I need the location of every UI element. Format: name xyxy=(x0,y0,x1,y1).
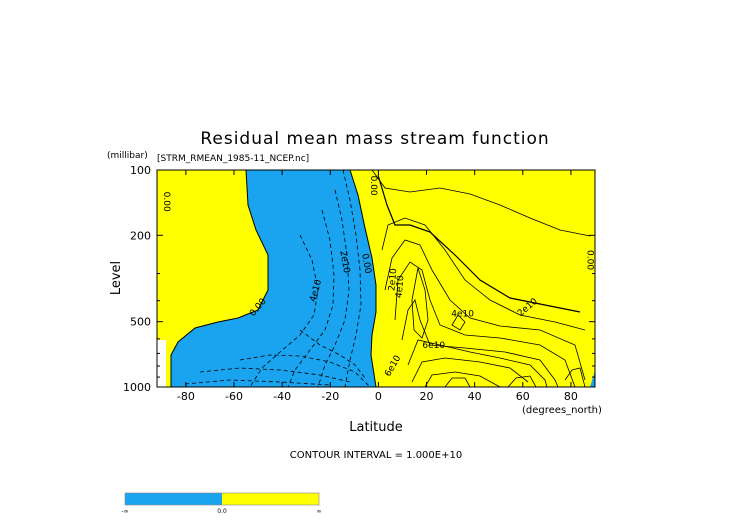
contour-line xyxy=(239,354,371,387)
y-tick-label: 200 xyxy=(130,229,151,242)
colorbar-label-max: ∞ xyxy=(317,508,322,515)
x-tick-label: 20 xyxy=(420,390,434,403)
y-tick-label: 100 xyxy=(130,164,151,177)
contour-label: 0.00 xyxy=(368,176,378,196)
contour-line xyxy=(411,267,429,339)
colorbar: -∞ 0.0 ∞ xyxy=(121,492,322,515)
contour-line xyxy=(411,357,529,383)
contour-label: 2e10 xyxy=(387,268,399,292)
contour-label: 0.00 xyxy=(161,192,171,212)
contour-line xyxy=(371,170,591,237)
y-axis-label: Level xyxy=(109,261,124,295)
contour-line xyxy=(199,367,351,383)
y-tick-label: 500 xyxy=(130,316,151,329)
contour-line xyxy=(184,379,331,386)
negative-region-edge xyxy=(590,370,595,387)
y-units-label: (millibar) xyxy=(107,151,148,161)
contour-line xyxy=(564,367,586,387)
contour-line xyxy=(451,314,466,331)
chart-title: Residual mean mass stream function xyxy=(200,129,549,149)
y-axis: 100 200 500 1000 xyxy=(123,164,595,394)
x-tick-label: -80 xyxy=(177,390,195,403)
contour-label: 6e10 xyxy=(422,341,445,351)
y-tick-label: 1000 xyxy=(123,381,151,394)
plot-frame xyxy=(156,169,596,388)
contour-label: 2e10 xyxy=(337,250,351,274)
contour-label: 0.00 xyxy=(585,250,595,270)
contour-label: 4e10 xyxy=(451,309,474,319)
x-tick-label: 0 xyxy=(375,390,382,403)
x-axis: -80 -60 -40 -20 0 20 40 60 80 xyxy=(177,170,578,403)
colorbar-frame xyxy=(124,492,320,506)
colorbar-positive xyxy=(222,493,319,505)
contour-line xyxy=(287,209,335,387)
contour-line xyxy=(407,339,548,387)
contour-line xyxy=(249,234,319,387)
contour-line xyxy=(507,375,537,387)
contour-line xyxy=(381,217,586,331)
contour-line xyxy=(170,170,269,387)
contour-line xyxy=(299,329,366,379)
x-tick-label: -40 xyxy=(273,390,291,403)
x-tick-label: -60 xyxy=(225,390,243,403)
x-tick-label: 60 xyxy=(516,390,530,403)
x-tick-label: -20 xyxy=(321,390,339,403)
contour-label: 0.00 xyxy=(359,253,372,275)
contour-line xyxy=(377,174,581,313)
contour-interval-note: CONTOUR INTERVAL = 1.000E+10 xyxy=(290,450,462,461)
x-tick-label: 80 xyxy=(564,390,578,403)
contour-line xyxy=(384,239,586,381)
x-units-label: (degrees_north) xyxy=(522,405,602,416)
contour-line xyxy=(349,170,377,387)
colorbar-label-min: -∞ xyxy=(121,508,128,515)
contour-line xyxy=(342,170,362,387)
contour-label: 4e10 xyxy=(395,275,407,299)
missing-data-region xyxy=(157,340,166,387)
x-tick-label: 40 xyxy=(468,390,482,403)
x-axis-label: Latitude xyxy=(349,420,403,435)
contour-lines xyxy=(170,170,591,387)
colorbar-label-zero: 0.0 xyxy=(217,508,227,515)
contour-line xyxy=(424,371,501,387)
negative-region xyxy=(171,170,376,387)
contour-line xyxy=(444,377,471,387)
colorbar-negative xyxy=(125,493,222,505)
contour-line xyxy=(394,261,576,387)
chart-subtitle: [STRM_RMEAN_1985-11_NCEP.nc] xyxy=(157,154,309,164)
